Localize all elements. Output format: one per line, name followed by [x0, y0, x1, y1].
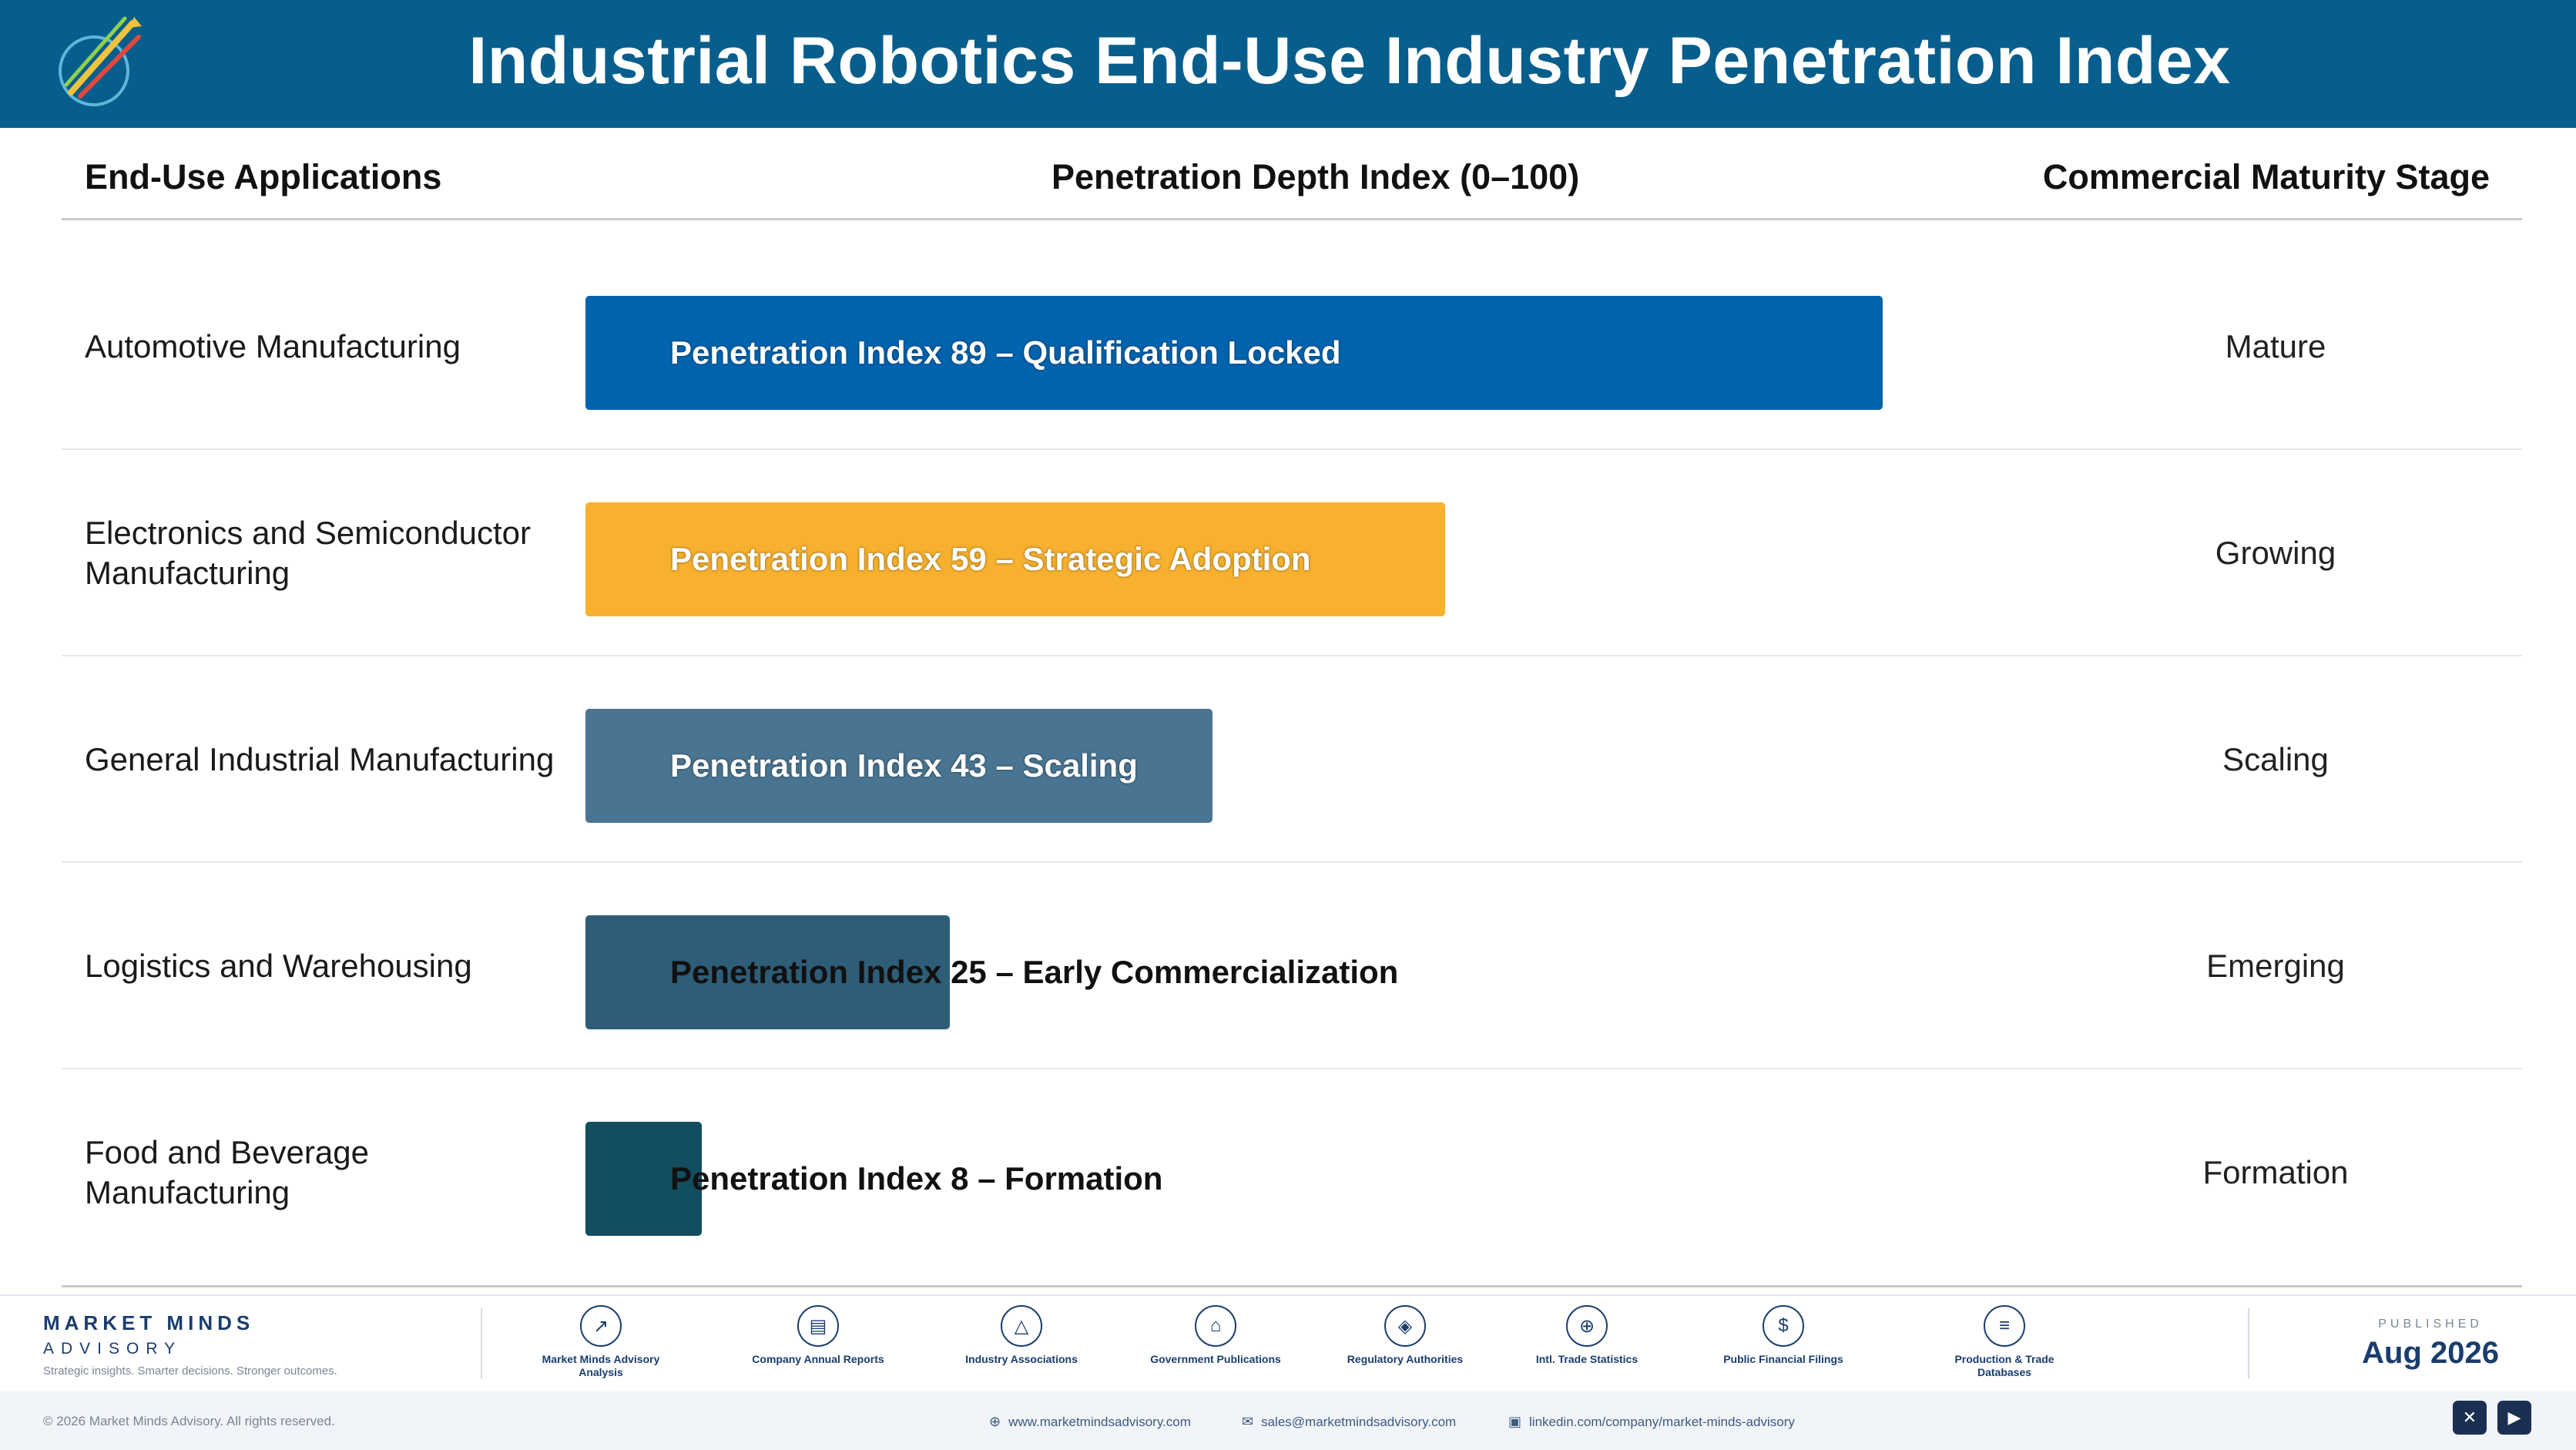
chart-row: Food and Beverage Manufacturing Penetrati… — [62, 1069, 2522, 1276]
bar-data-label: Penetration Index 43 – Scaling — [670, 747, 1138, 784]
penetration-bar — [585, 296, 1883, 410]
footer-divider — [481, 1308, 482, 1379]
header-divider — [62, 218, 2522, 220]
source-label: Government Publications — [1150, 1353, 1281, 1365]
maturity-stage-label: Mature — [2225, 328, 2326, 364]
source-item: ↗ Market Minds Advisory Analysis — [532, 1305, 670, 1379]
chart-row: General Industrial Manufacturing Penetrat… — [62, 656, 2522, 863]
chart-line-icon: ↗ — [580, 1305, 622, 1347]
column-header-index: Penetration Depth Index (0–100) — [1052, 157, 1580, 196]
linkedin-link[interactable]: ▣ linkedin.com/company/market-minds-advi… — [1508, 1414, 1795, 1430]
column-header-applications: End-Use Applications — [85, 157, 442, 196]
linkedin-icon: ▣ — [1508, 1414, 1522, 1429]
chart-row: Automotive Manufacturing Penetration Inde… — [62, 243, 2522, 450]
linkedin-text: linkedin.com/company/market-minds-adviso… — [1529, 1414, 1795, 1429]
youtube-social-button[interactable]: ▶ — [2497, 1401, 2531, 1435]
source-item: $ Public Financial Filings — [1714, 1305, 1853, 1366]
source-item: ▤ Company Annual Reports — [749, 1305, 887, 1366]
network-icon: △ — [1001, 1305, 1042, 1347]
coin-icon: $ — [1763, 1305, 1804, 1347]
source-item: ⊕ Intl. Trade Statistics — [1518, 1305, 1656, 1366]
penetration-bar — [585, 709, 1213, 823]
x-social-button[interactable]: ✕ — [2453, 1401, 2487, 1435]
mail-icon: ✉ — [1242, 1414, 1254, 1429]
chart-row: Electronics and Semiconductor Manufactur… — [62, 450, 2522, 656]
application-label: Automotive Manufacturing — [85, 328, 461, 364]
column-header-stage: Commercial Maturity Stage — [2042, 157, 2490, 196]
source-label: Public Financial Filings — [1723, 1353, 1843, 1365]
published-block: PUBLISHED Aug 2026 — [2362, 1317, 2499, 1371]
bar-data-label: Penetration Index 89 – Qualification Loc… — [670, 334, 1341, 371]
bar-data-label: Penetration Index 59 – Strategic Adoptio… — [670, 541, 1311, 577]
chart-bottom-divider — [62, 1285, 2522, 1287]
source-label: Company Annual Reports — [752, 1353, 884, 1365]
source-label: Intl. Trade Statistics — [1535, 1353, 1639, 1365]
brand-name: MARKET MINDS — [43, 1311, 255, 1334]
bar-data-label: Penetration Index 8 – Formation — [670, 1160, 1163, 1197]
row-divider — [62, 448, 2522, 450]
footer: MARKET MINDS ADVISORY Strategic insights… — [0, 1294, 2576, 1450]
maturity-stage-label: Emerging — [2206, 948, 2345, 984]
penetration-bar — [585, 502, 1445, 616]
maturity-stage-label: Growing — [2215, 535, 2336, 571]
youtube-icon: ▶ — [2507, 1408, 2521, 1427]
footer-brand: MARKET MINDS ADVISORY Strategic insights… — [43, 1311, 337, 1378]
row-divider — [62, 1068, 2522, 1069]
company-logo-icon — [59, 16, 142, 106]
page-title: Industrial Robotics End-Use Industry Pen… — [468, 24, 2231, 98]
maturity-stage-label: Scaling — [2222, 741, 2329, 777]
shield-icon: ◈ — [1384, 1305, 1426, 1347]
application-label: Logistics and Warehousing — [85, 948, 472, 984]
row-divider — [62, 655, 2522, 656]
published-date: Aug 2026 — [2362, 1336, 2499, 1370]
x-icon: ✕ — [2462, 1408, 2477, 1427]
application-label: General Industrial Manufacturing — [85, 741, 555, 777]
row-divider — [62, 861, 2522, 863]
application-label: Electronics and Semiconductor Manufactur… — [85, 515, 531, 591]
chart-row: Logistics and Warehousing Penetration Ind… — [62, 863, 2522, 1069]
maturity-stage-label: Formation — [2202, 1154, 2349, 1190]
website-text: www.marketmindsadvisory.com — [1008, 1414, 1191, 1429]
globe-icon: ⊕ — [1566, 1305, 1608, 1347]
header-bar: Industrial Robotics End-Use Industry Pen… — [0, 0, 2576, 128]
source-item: ⌂ Government Publications — [1146, 1305, 1285, 1366]
database-icon: ≡ — [1984, 1305, 2025, 1347]
source-item: ◈ Regulatory Authorities — [1336, 1305, 1474, 1366]
source-label: Production & Trade Databases — [1954, 1353, 2054, 1378]
source-item: ≡ Production & Trade Databases — [1935, 1305, 2074, 1379]
document-icon: ▤ — [797, 1305, 839, 1347]
bar-data-label: Penetration Index 25 – Early Commerciali… — [670, 954, 1399, 990]
footer-sources-band — [0, 1294, 2576, 1391]
footer-divider — [2248, 1308, 2249, 1379]
brand-tagline: Strategic insights. Smarter decisions. S… — [43, 1364, 337, 1378]
source-label: Market Minds Advisory Analysis — [542, 1353, 660, 1378]
source-label: Industry Associations — [965, 1353, 1078, 1365]
globe-icon: ⊕ — [989, 1414, 1001, 1429]
email-link[interactable]: ✉ sales@marketmindsadvisory.com — [1242, 1414, 1456, 1430]
copyright-text: © 2026 Market Minds Advisory. All rights… — [43, 1414, 335, 1428]
brand-sub: ADVISORY — [43, 1340, 183, 1358]
penetration-bar — [585, 915, 950, 1029]
email-text: sales@marketmindsadvisory.com — [1261, 1414, 1457, 1429]
penetration-bar — [585, 1122, 702, 1236]
source-item: △ Industry Associations — [952, 1305, 1091, 1366]
government-building-icon: ⌂ — [1195, 1305, 1236, 1347]
source-label: Regulatory Authorities — [1347, 1353, 1464, 1365]
application-label: Food and Beverage Manufacturing — [85, 1134, 369, 1210]
website-link[interactable]: ⊕ www.marketmindsadvisory.com — [989, 1414, 1191, 1430]
published-label: PUBLISHED — [2378, 1317, 2483, 1331]
